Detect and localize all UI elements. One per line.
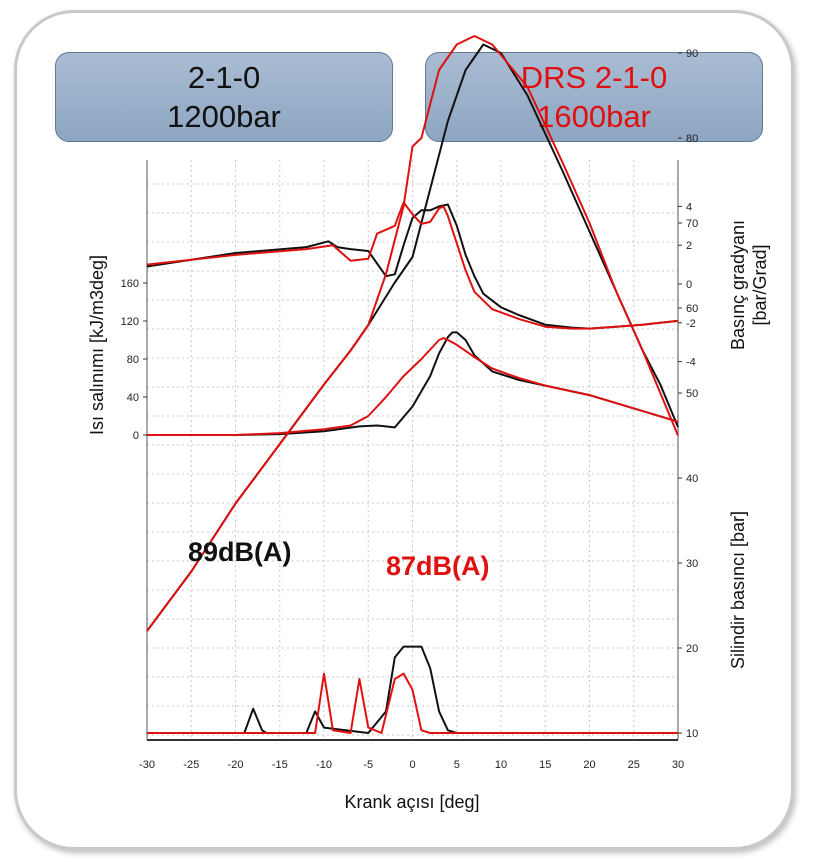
series-2-press-line [146, 35, 679, 632]
x-tick-label: 0 [409, 759, 415, 771]
y-tick-label-heat: 160 [121, 278, 139, 290]
series-2-grad-line [146, 201, 679, 330]
series-2-bottom-trace-line [147, 672, 678, 734]
x-tick-label: 30 [672, 759, 684, 771]
y-tick-label-press: 20 [686, 643, 698, 655]
legend-box-1200bar: 2-1-0 1200bar [55, 52, 393, 142]
y-tick-label-press: 50 [686, 388, 698, 400]
legend-box-1600bar-line2: 1600bar [537, 99, 651, 134]
legend-box-1200bar-line1: 2-1-0 [187, 60, 261, 95]
x-tick-label: -20 [228, 759, 244, 771]
y-tick-label-press: 90 [686, 48, 698, 60]
y-tick-label-grad: 4 [686, 201, 692, 213]
x-tick-label: -30 [139, 759, 155, 771]
y-axis-title-grad-line2: [bar/Grad] [750, 244, 770, 325]
x-tick-label: -5 [363, 759, 373, 771]
y-tick-label-grad: 0 [686, 279, 692, 291]
x-tick-label: -15 [272, 759, 288, 771]
y-tick-label-press: 80 [686, 133, 698, 145]
y-axis-title-press: Silindir basıncı [bar] [728, 511, 748, 669]
series-1-bottom-trace-line [147, 645, 678, 734]
y-axis-title-grad-line1: Basınç gradyanı [728, 220, 748, 350]
grid-lines [146, 160, 679, 741]
annotation-87dba: 87dB(A) [386, 551, 490, 581]
y-tick-label-heat: 120 [121, 316, 139, 328]
data-curves [146, 35, 679, 734]
x-tick-label: 5 [454, 759, 460, 771]
x-axis-title: Krank açısı [deg] [344, 792, 479, 812]
y-tick-label-press: 10 [686, 728, 698, 740]
y-tick-label-grad: -4 [686, 357, 696, 369]
x-tick-label: -25 [183, 759, 199, 771]
x-tick-label: 10 [495, 759, 507, 771]
y-tick-label-press: 40 [686, 473, 698, 485]
x-tick-label: 25 [628, 759, 640, 771]
y-tick-label-press: 70 [686, 218, 698, 230]
annotation-89dba: 89dB(A) [188, 537, 292, 567]
series-2-heat-line [147, 337, 679, 436]
y-tick-label-press: 60 [686, 303, 698, 315]
y-tick-label-press: 30 [686, 558, 698, 570]
y-axis-title-heat: Isı salınımı [kJ/m3deg] [87, 255, 107, 435]
y-tick-label-heat: 0 [133, 430, 139, 442]
x-tick-label: 20 [583, 759, 595, 771]
x-tick-label: -10 [316, 759, 332, 771]
legend-box-1600bar: DRS 2-1-0 1600bar [425, 52, 763, 142]
x-tick-label: 15 [539, 759, 551, 771]
legend-box-1600bar-line1: DRS 2-1-0 [520, 60, 668, 95]
y-tick-label-grad: -2 [686, 318, 696, 330]
legend-box-1200bar-line2: 1200bar [167, 99, 281, 134]
y-tick-label-heat: 80 [127, 354, 139, 366]
y-tick-label-heat: 40 [127, 392, 139, 404]
tick-labels: -30 -25 -20 -15 -10 -5 0 5 10 15 20 25 3004080120160… [121, 48, 699, 771]
y-tick-label-grad: 2 [686, 240, 692, 252]
